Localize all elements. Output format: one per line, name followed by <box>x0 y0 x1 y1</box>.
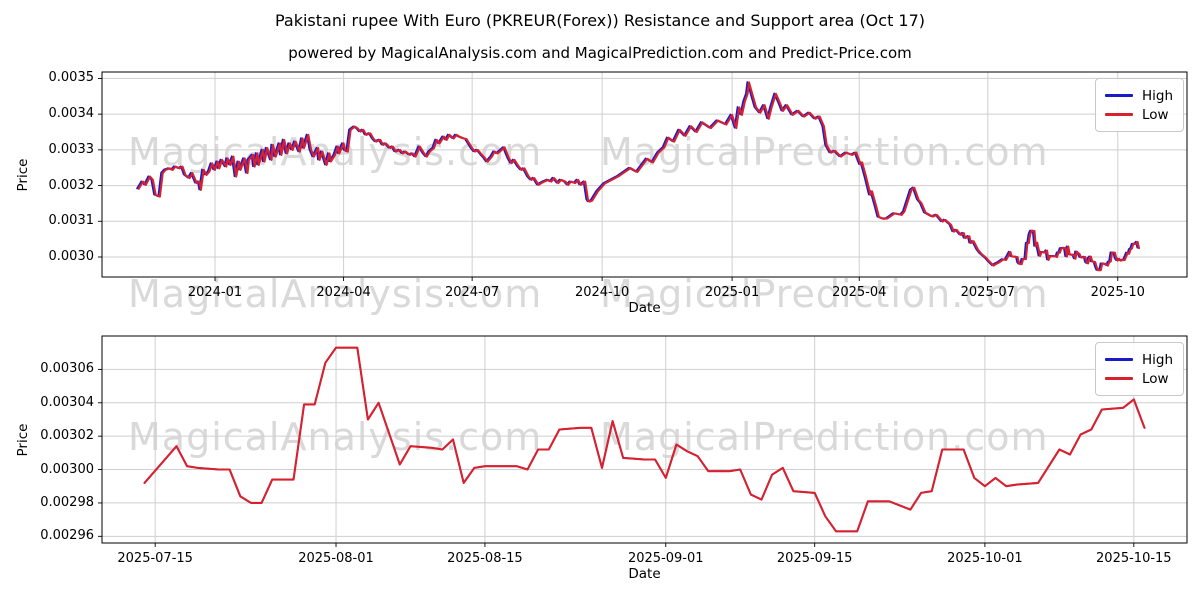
high-line <box>143 346 1146 533</box>
legend-line-low-icon <box>1105 113 1133 116</box>
y-tick-label: 0.0032 <box>48 177 95 193</box>
x-tick-label: 2025-01 <box>704 285 760 300</box>
legend-label: High <box>1142 351 1174 368</box>
y-tick-label: 0.0033 <box>48 141 95 157</box>
x-tick-label: 2025-09-01 <box>627 551 704 566</box>
x-tick-label: 2024-01 <box>187 285 243 300</box>
y-tick-label: 0.00300 <box>40 461 94 477</box>
legend-item-low: Low <box>1105 369 1173 388</box>
x-tick-label: 2025-07-15 <box>117 551 193 566</box>
watermark-text: MagicalAnalysis.com <box>128 415 543 459</box>
legend-label: High <box>1142 87 1174 104</box>
x-tick-label: 2025-08-15 <box>447 551 523 566</box>
figure-subtitle: powered by MagicalAnalysis.com and Magic… <box>288 44 912 62</box>
x-tick-label: 2025-08-01 <box>298 551 374 566</box>
legend: High Low <box>1095 342 1185 396</box>
x-tick-label: 2025-07 <box>960 285 1015 300</box>
y-tick-label: 0.00302 <box>40 428 94 444</box>
low-line <box>143 346 1146 533</box>
x-tick-label: 2025-04 <box>832 285 887 300</box>
legend: High Low <box>1095 78 1185 132</box>
axes-frame <box>101 71 1188 278</box>
x-tick-label: 2025-10-01 <box>947 551 1023 566</box>
legend-item-high: High <box>1105 86 1173 105</box>
x-tick-label: 2024-07 <box>444 285 500 300</box>
y-tick-label: 0.0030 <box>48 249 95 264</box>
y-tick-label: 0.00306 <box>40 361 94 377</box>
y-tick-label: 0.0034 <box>48 106 95 122</box>
x-tick-label: 2024-10 <box>574 285 630 300</box>
figure-title: Pakistani rupee With Euro (PKREUR(Forex)… <box>274 11 926 30</box>
legend-line-low-icon <box>1105 377 1133 380</box>
legend-label: Low <box>1142 370 1169 387</box>
legend-line-high-icon <box>1105 358 1133 361</box>
chart-full-history <box>98 71 1188 281</box>
x-tick-label: 2024-04 <box>316 285 371 300</box>
y-tick-label: 0.00304 <box>40 394 94 410</box>
legend-label: Low <box>1142 106 1169 123</box>
x-tick-label: 2025-10 <box>1090 285 1145 300</box>
legend-line-high-icon <box>1105 94 1133 97</box>
y-tick-label: 0.0031 <box>48 213 95 229</box>
top-chart-yaxis-label: Price <box>15 158 31 192</box>
y-tick-label: 0.00298 <box>40 494 94 510</box>
x-tick-label: 2025-10-15 <box>1096 551 1172 566</box>
bottom-chart-xaxis-label: Date <box>628 566 661 582</box>
x-tick-label: 2025-09-15 <box>776 551 853 566</box>
low-line <box>137 81 1141 272</box>
top-chart-xaxis-label: Date <box>628 300 661 316</box>
legend-item-high: High <box>1105 350 1173 369</box>
y-tick-label: 0.0035 <box>48 70 95 86</box>
axes-frame <box>101 335 1188 544</box>
watermark-text: MagicalPrediction.com <box>600 272 1049 316</box>
chart-recent-zoom <box>98 335 1188 547</box>
bottom-chart-yaxis-label: Price <box>15 423 31 457</box>
high-line <box>136 81 1139 271</box>
y-tick-label: 0.00296 <box>40 528 94 544</box>
legend-item-low: Low <box>1105 105 1173 124</box>
